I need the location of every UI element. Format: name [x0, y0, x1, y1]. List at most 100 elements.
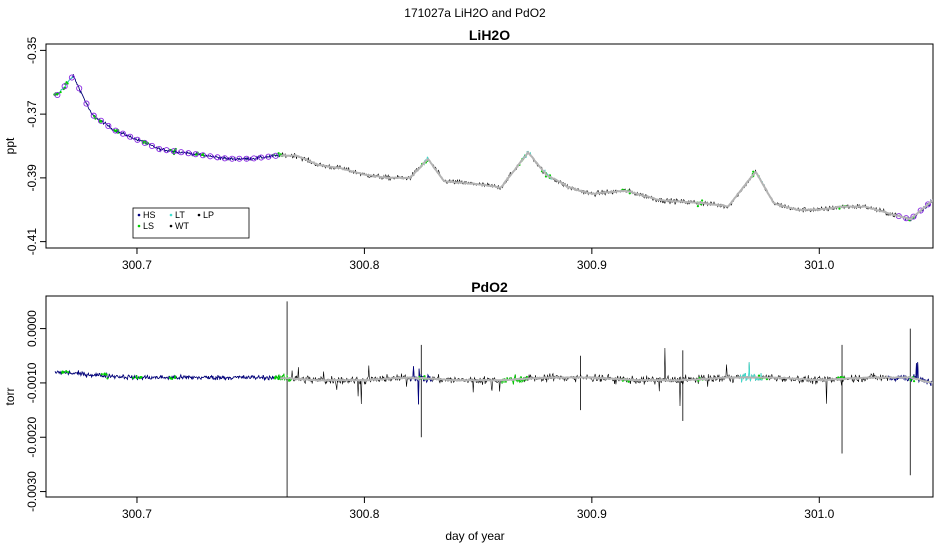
hs-mean-marker: [83, 100, 90, 107]
y-axis-label: ppt: [3, 137, 17, 154]
legend-marker: [137, 213, 141, 217]
hs-mean-marker: [148, 142, 156, 149]
hs-mean-marker: [924, 201, 932, 208]
ls-marker: [839, 375, 842, 379]
hs-mean-marker: [54, 91, 61, 99]
ls-marker: [135, 377, 138, 380]
ls-marker: [65, 81, 68, 84]
sensor-segment: [273, 373, 292, 383]
legend-label: WT: [175, 221, 189, 231]
plot-frame: [45, 43, 934, 249]
x-tick-label: 300.9: [577, 258, 607, 272]
hs-mean-marker: [243, 155, 250, 162]
hs-mean-marker: [199, 152, 206, 159]
ls-marker: [132, 376, 135, 379]
ls-marker: [174, 375, 177, 378]
legend-marker: [169, 213, 173, 217]
sensor-segment: [54, 74, 281, 162]
y-tick-label: -0.41: [25, 228, 39, 256]
ls-marker: [277, 375, 280, 378]
plot-frame: [45, 295, 934, 498]
plot-area: [53, 74, 933, 222]
ls-marker: [274, 376, 277, 379]
hs-mean-marker: [105, 122, 112, 129]
ls-marker: [63, 86, 67, 89]
sensor-segment: [410, 366, 433, 405]
hs-mean-marker: [134, 136, 141, 143]
figure-title: 171027a LiH2O and PdO2: [404, 6, 546, 20]
ls-marker: [696, 204, 700, 208]
smoothed-trend-line: [279, 375, 933, 384]
hs-mean-marker: [258, 154, 265, 161]
ls-marker: [423, 375, 426, 378]
x-tick-label: 300.9: [577, 507, 607, 521]
y-tick-label: 0.0000: [25, 310, 39, 347]
hs-mean-marker: [61, 83, 68, 90]
hs-mean-marker: [228, 155, 236, 162]
hs-mean-marker: [192, 151, 199, 158]
hs-mean-marker: [265, 153, 272, 160]
panel-title: PdO2: [471, 279, 508, 295]
x-tick-label: 300.8: [349, 258, 379, 272]
x-tick-label: 301.0: [804, 258, 834, 272]
hs-mean-marker: [119, 130, 126, 137]
hs-mean-marker: [910, 213, 917, 220]
ls-marker: [93, 115, 96, 118]
panel-title: LiH2O: [469, 27, 510, 43]
ls-marker: [105, 373, 108, 376]
hs-mean-marker: [250, 155, 257, 162]
ls-marker: [65, 370, 68, 373]
ls-marker: [201, 153, 204, 157]
hs-mean-marker: [97, 117, 105, 124]
legend: HS LT LP LS WT: [132, 207, 250, 239]
legend-label: LP: [203, 210, 214, 220]
ls-marker: [106, 377, 109, 380]
ls-marker: [912, 380, 916, 383]
x-tick-label: 301.0: [804, 507, 834, 521]
pdo2-panel: PdO2 torr 300.7 300.8 300.9 301.0 0.0000 -0.001…: [3, 279, 934, 521]
legend-box: [132, 207, 250, 239]
hs-mean-marker: [90, 112, 97, 119]
hs-mean-marker: [207, 153, 214, 160]
ls-marker: [838, 207, 841, 210]
y-tick-label: -0.0030: [25, 471, 39, 512]
smoothed-trend-line: [280, 150, 933, 221]
ls-marker: [135, 375, 138, 378]
ls-marker: [113, 129, 116, 132]
lih2o-panel: LiH2O ppt 300.7 300.8 300.9 301.0 -0.35 -0.37 -0…: [3, 27, 934, 272]
ls-marker: [277, 152, 280, 155]
legend-label: HS: [143, 210, 156, 220]
ls-marker: [277, 377, 280, 381]
ls-marker: [752, 170, 755, 173]
y-tick-label: -0.0010: [25, 362, 39, 403]
hs-mean-marker: [917, 207, 924, 214]
hs-mean-marker: [68, 74, 75, 81]
y-tick-label: -0.35: [25, 36, 39, 64]
hs-mean-marker: [178, 149, 185, 156]
ls-marker: [757, 374, 761, 377]
hs-mean-marker: [236, 155, 243, 162]
legend-marker: [197, 213, 201, 217]
hs-mean-marker: [163, 147, 170, 154]
y-axis-label: torr: [3, 387, 17, 405]
y-tick-label: -0.37: [25, 100, 39, 128]
hs-mean-marker: [272, 152, 279, 159]
ls-marker: [100, 120, 103, 123]
sensor-segment: [54, 369, 281, 381]
hs-mean-marker: [214, 154, 221, 161]
sensor-segment: [739, 362, 763, 383]
hs-mean-marker: [170, 148, 177, 155]
hs-mean-marker: [221, 155, 228, 162]
ls-marker: [59, 91, 62, 94]
ls-marker: [138, 377, 141, 380]
x-axis-label: day of year: [445, 529, 504, 543]
ls-marker: [61, 370, 64, 373]
x-tick-label: 300.7: [122, 507, 152, 521]
ls-marker: [173, 149, 176, 152]
hs-mean-marker: [76, 85, 83, 92]
legend-marker: [137, 224, 141, 228]
hs-mean-marker: [156, 145, 163, 153]
plot-area: [54, 301, 933, 497]
hs-mean-marker: [127, 133, 134, 140]
